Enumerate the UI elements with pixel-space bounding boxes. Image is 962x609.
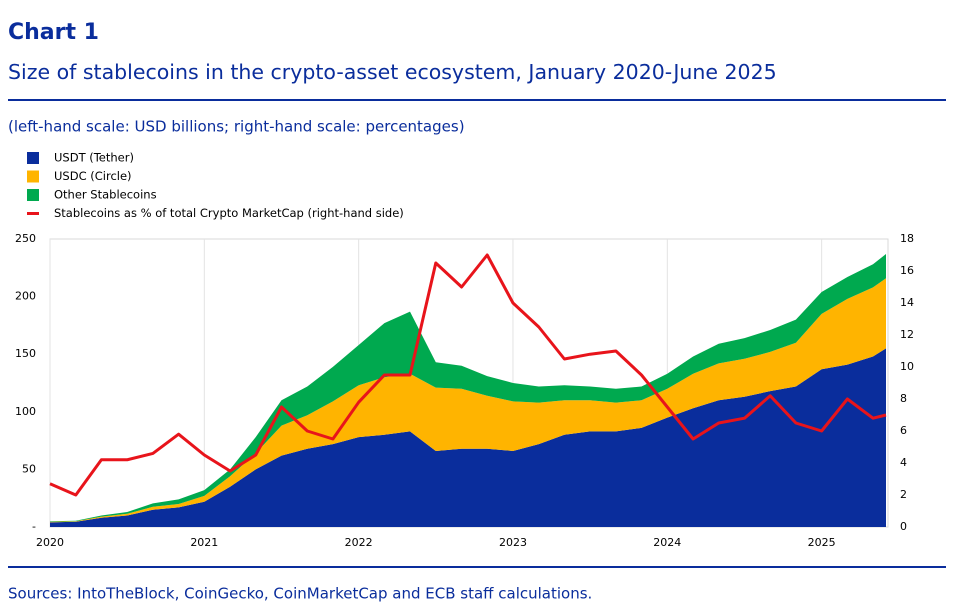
x-tick-label: 2024 <box>653 536 681 549</box>
y2-tick-label: 16 <box>900 264 914 277</box>
y-tick-label: 100 <box>15 405 36 418</box>
legend-label: USDT (Tether) <box>54 151 134 165</box>
y2-tick-label: 2 <box>900 488 907 501</box>
chart-title: Size of stablecoins in the crypto-asset … <box>8 60 777 84</box>
x-tick-label: 2023 <box>499 536 527 549</box>
y2-tick-label: 12 <box>900 328 914 341</box>
legend-label: Stablecoins as % of total Crypto MarketC… <box>54 206 404 220</box>
legend-label: USDC (Circle) <box>54 169 132 183</box>
y-tick-label: 250 <box>15 232 36 245</box>
legend-swatch <box>27 170 39 183</box>
legend-swatch <box>27 189 39 201</box>
chart-note: (left-hand scale: USD billions; right-ha… <box>8 118 465 136</box>
chart-label: Chart 1 <box>8 20 99 45</box>
legend-swatch <box>27 152 39 164</box>
line <box>49 253 887 497</box>
y2-tick-label: 0 <box>900 520 907 533</box>
area <box>50 278 886 523</box>
legend-label: Other Stablecoins <box>54 188 157 202</box>
x-tick-label: 2021 <box>190 536 218 549</box>
area <box>50 348 886 527</box>
y2-tick-label: 14 <box>900 296 914 309</box>
y2-tick-label: 6 <box>900 424 907 437</box>
y2-tick-label: 10 <box>900 360 914 373</box>
y-tick-label: 50 <box>22 462 36 475</box>
rule <box>8 99 946 101</box>
y-tick-label: - <box>32 520 36 533</box>
y-tick-label: 150 <box>15 347 36 360</box>
y2-tick-label: 18 <box>900 232 914 245</box>
rule <box>8 566 946 568</box>
y2-tick-label: 4 <box>900 456 907 469</box>
y2-tick-label: 8 <box>900 392 907 405</box>
chart-source: Sources: IntoTheBlock, CoinGecko, CoinMa… <box>8 585 592 603</box>
x-tick-label: 2020 <box>36 536 64 549</box>
x-tick-label: 2022 <box>345 536 373 549</box>
area <box>50 254 886 522</box>
x-tick-label: 2025 <box>808 536 836 549</box>
y-tick-label: 200 <box>15 290 36 303</box>
